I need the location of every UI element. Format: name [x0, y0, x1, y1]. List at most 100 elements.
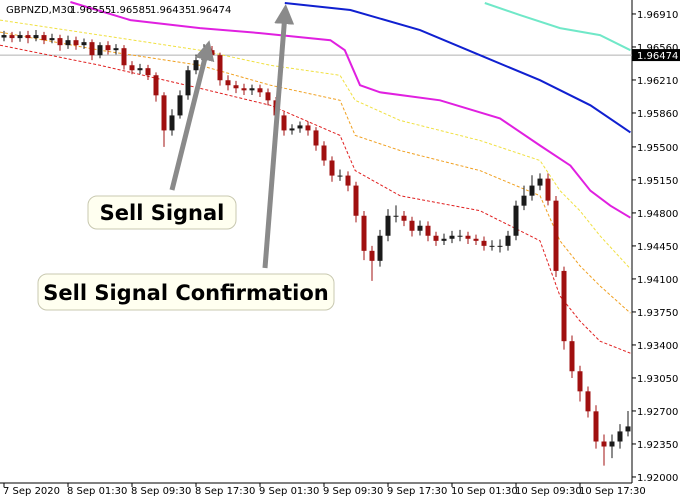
candle-body [329, 160, 335, 176]
symbol: GBPNZD,M30 [6, 5, 73, 16]
candle-body [433, 235, 439, 241]
candle-body [17, 35, 23, 39]
candle-body [401, 215, 407, 221]
candle-body [425, 225, 431, 236]
candle-body [473, 238, 479, 241]
candle-body [449, 235, 455, 239]
candle-body [601, 441, 607, 447]
y-tick-label: 1.96910 [637, 10, 678, 21]
candle-body [345, 175, 351, 186]
candle-body [465, 235, 471, 239]
candle-body [73, 40, 79, 46]
y-tick-label: 1.96560 [637, 43, 678, 54]
candle-body [1, 35, 7, 38]
candle-body [249, 88, 255, 91]
x-tick-label: 8 Sep 17:30 [195, 486, 255, 497]
x-tick-label: 10 Sep 01:30 [451, 486, 518, 497]
ohlc-value: 1.96474 [190, 5, 231, 16]
ohlc-value: 1.96435 [150, 5, 191, 16]
candle-body [585, 391, 591, 412]
y-tick-label: 1.92700 [637, 407, 678, 418]
candle-body [529, 185, 535, 196]
x-tick-label: 9 Sep 17:30 [387, 486, 447, 497]
candle-body [81, 42, 87, 46]
candle-body [505, 235, 511, 246]
candle-body [177, 95, 183, 116]
candle-body [41, 35, 47, 41]
candle-body [537, 178, 543, 186]
ohlc-value: 1.96585 [110, 5, 151, 16]
candle-body [417, 225, 423, 231]
y-tick-label: 1.95500 [637, 143, 678, 154]
annotation-box [87, 195, 237, 230]
candle-body [553, 200, 559, 271]
candle-body [281, 115, 287, 131]
candle-body [577, 371, 583, 392]
candle-body [409, 220, 415, 231]
price-box [632, 49, 680, 62]
candle-body [169, 115, 175, 131]
candle-body [233, 85, 239, 89]
candle-body [481, 240, 487, 246]
candle-body [497, 245, 503, 247]
y-tick-label: 1.93400 [637, 341, 678, 352]
y-tick-label: 1.94450 [637, 242, 678, 253]
candle-body [33, 35, 39, 39]
candle-body [625, 426, 631, 432]
x-tick-label: 9 Sep 01:30 [259, 486, 319, 497]
annotation-layer: Sell Signal Sell Signal Confirmation [37, 4, 335, 311]
ohlc-value: 1.96555 [70, 5, 111, 16]
candle-body [297, 125, 303, 129]
header: GBPNZD,M30 1.96555 1.96585 1.96435 1.964… [6, 5, 231, 16]
x-tick-label: 10 Sep 09:30 [515, 486, 582, 497]
candle-body [185, 70, 191, 96]
candle-body [257, 88, 263, 93]
arrow [262, 4, 295, 269]
y-tick-label: 1.96210 [637, 76, 678, 87]
y-tick-label: 1.94100 [637, 275, 678, 286]
candle-body [105, 45, 111, 51]
candle-body [89, 42, 95, 56]
y-tick-label: 1.95150 [637, 176, 678, 187]
y-tick-label: 1.92000 [637, 473, 678, 484]
candle-body [305, 125, 311, 131]
candle-body [385, 215, 391, 236]
candle-body [609, 441, 615, 447]
candle-body [113, 48, 119, 51]
x-tick-label: 9 Sep 09:30 [323, 486, 383, 497]
y-tick-label: 1.94800 [637, 209, 678, 220]
candle-body [441, 238, 447, 241]
y-tick-label: 1.93050 [637, 374, 678, 385]
candle-body [353, 185, 359, 216]
candle-body [265, 92, 271, 101]
candle-body [97, 45, 103, 56]
candle-body [9, 35, 15, 39]
candle-body [289, 128, 295, 131]
candle-body [161, 95, 167, 131]
candle-body [137, 68, 143, 71]
candle-body [193, 60, 199, 71]
annotation: Sell Signal Confirmation [43, 281, 328, 305]
candle-body [49, 38, 55, 41]
candle-body [561, 270, 567, 342]
x-tick-label: 8 Sep 09:30 [131, 486, 191, 497]
candle-body [361, 215, 367, 251]
candle-body [593, 411, 599, 442]
annotation-box [37, 273, 335, 311]
candle-body [153, 75, 159, 96]
annotation: Sell Signal [100, 201, 225, 225]
candle-body [321, 145, 327, 161]
candle-body [121, 48, 127, 66]
candle-body [369, 250, 375, 261]
candle-body [225, 80, 231, 86]
indicator-line [0, 31, 631, 314]
price-label: 1.96474 [637, 51, 678, 62]
candle-body [129, 65, 135, 71]
y-tick-label: 1.93750 [637, 308, 678, 319]
candle-body [545, 178, 551, 201]
candle-body [209, 50, 215, 56]
candle-body [489, 245, 495, 247]
